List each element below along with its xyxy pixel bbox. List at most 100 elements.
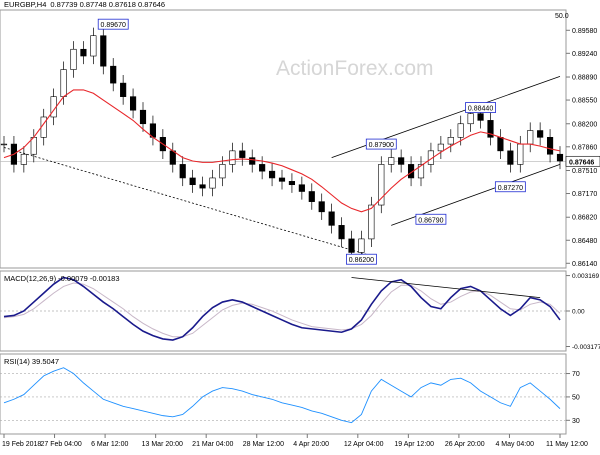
price-bar-body: [129, 96, 137, 111]
rsi-marks: [3, 367, 561, 424]
price-tick-label: 0.86820: [572, 215, 597, 222]
time-axis: 19 Feb 2018 27 Feb 04:00 6 Mar 12:00 13 Mar…: [2, 434, 588, 448]
price-tick-label: 0.87170: [572, 191, 597, 198]
price-bar-body: [546, 137, 554, 155]
price-annotation-box: [494, 181, 526, 193]
macd-tick-label: -0.003177: [572, 344, 600, 351]
price-bar-body: [348, 238, 355, 253]
rsi-line: [3, 367, 561, 424]
macd-marks: [3, 276, 561, 341]
price-bar-body: [556, 153, 564, 162]
price-bar-body: [249, 157, 256, 165]
macd-axis: 0.003169 0.00 -0.003177: [566, 273, 600, 351]
price-bar-body: [477, 113, 484, 121]
price-tick-label: 0.86140: [572, 261, 597, 268]
rsi-tick-label: 30: [572, 418, 580, 425]
price-bar-body: [298, 184, 305, 192]
price-bar-body: [70, 48, 77, 70]
price-bar-body: [189, 177, 196, 186]
price-annotation-label: 0.88440: [468, 106, 493, 113]
price-bar-body: [60, 69, 67, 97]
price-tick-label: 0.86480: [572, 238, 597, 245]
macd-tick-label: 0.00: [572, 309, 585, 316]
macd-line: [3, 276, 561, 341]
price-bar-body: [328, 211, 335, 226]
current-price-box: [565, 155, 600, 167]
price-annotation-label: 0.89670: [101, 22, 126, 29]
price-tick-label: 0.87510: [572, 168, 597, 175]
price-bar-body: [199, 184, 206, 189]
symbol-label: EURGBP,H4: [4, 0, 46, 9]
price-bar-body: [537, 130, 544, 138]
price-annotation-box: [346, 253, 377, 265]
price-bar-body: [278, 177, 286, 182]
price-bar-body: [497, 137, 504, 152]
moving-average-line: [3, 89, 561, 213]
price-annotation-box: [465, 102, 496, 113]
price-bar-body: [219, 164, 226, 179]
price-bar-body: [388, 157, 395, 165]
price-tick-label: 0.87860: [572, 144, 597, 151]
macd-label: MACD(12,26,9) -0.00079 -0.00183: [4, 274, 120, 283]
symbol-ohlc: EURGBP,H4 0.87739 0.87748 0.87618 0.87646: [4, 0, 165, 9]
price-tick-label: 0.89240: [572, 51, 597, 58]
price-annotation-box: [97, 18, 129, 30]
price-bar-body: [209, 177, 216, 189]
macd-tick-label: 0.003169: [572, 273, 599, 280]
price-bar-body: [259, 164, 266, 172]
level-50-label: 50.0: [555, 13, 569, 20]
time-tick-label: 12 Apr 04:00: [344, 441, 384, 448]
price-bar-body: [467, 113, 474, 125]
price-bar-body: [110, 65, 117, 84]
current-price-label: 0.87646: [569, 159, 594, 166]
price-bar-body: [179, 164, 186, 179]
price-annotation-box: [415, 213, 447, 225]
macd-divergence-line: [351, 277, 541, 298]
price-bar-body: [268, 170, 276, 179]
price-annotation-box: [365, 138, 397, 150]
price-bar-body: [308, 191, 315, 202]
time-tick-label: 4 Apr 20:00: [293, 441, 329, 448]
price-bar-body: [239, 150, 246, 158]
time-tick-label: 11 May 12:00: [546, 441, 588, 448]
price-bar-body: [457, 123, 464, 138]
price-bar-body: [139, 109, 147, 125]
price-marks: 0.89670 0.87900 0.86200 0.86790 0.88440 0.872…: [0, 18, 564, 265]
price-tick-label: 0.88200: [572, 121, 597, 128]
price-panel: [0, 9, 567, 269]
price-bar-body: [517, 143, 524, 165]
price-annotation-label: 0.86200: [349, 257, 374, 264]
price-bar-body: [229, 150, 236, 165]
time-tick-label: 4 May 04:00: [495, 441, 534, 448]
ohlc-label: 0.87739 0.87748 0.87618 0.87646: [50, 0, 165, 9]
price-bar-body: [318, 201, 325, 213]
time-tick-label: 21 Mar 04:00: [192, 441, 233, 448]
time-tick-label: 19 Feb 2018: [2, 441, 41, 448]
price-tick-label: 0.89580: [572, 28, 597, 35]
price-tick-label: 0.88550: [572, 98, 597, 105]
price-tick-label: 0.88890: [572, 75, 597, 82]
price-bar-body: [437, 143, 444, 152]
price-bar-body: [398, 157, 405, 165]
price-axis: 0.89580 0.89240 0.88890 0.88550 0.88200 0.878…: [565, 28, 600, 268]
price-annotation-label: 0.87270: [498, 185, 523, 192]
price-bar-body: [90, 35, 97, 57]
price-bar-body: [338, 225, 345, 240]
price-bar-body: [120, 82, 127, 97]
price-annotation-label: 0.86790: [418, 217, 443, 224]
price-bar-body: [527, 130, 534, 145]
time-tick-label: 6 Mar 12:00: [91, 441, 128, 448]
price-bar-body: [378, 164, 385, 206]
price-bar-body: [417, 164, 425, 179]
time-tick-label: 28 Mar 12:00: [243, 441, 284, 448]
price-bar-body: [487, 120, 494, 138]
rsi-axis: 70 50 30: [566, 371, 580, 425]
price-bar-body: [507, 150, 514, 165]
watermark: ActionForex.com: [276, 57, 434, 80]
rsi-label: RSI(14) 39.5047: [4, 357, 59, 366]
price-bar-body: [80, 48, 87, 57]
macd-signal-line: [3, 282, 561, 338]
time-tick-label: 26 Apr 20:00: [445, 441, 485, 448]
